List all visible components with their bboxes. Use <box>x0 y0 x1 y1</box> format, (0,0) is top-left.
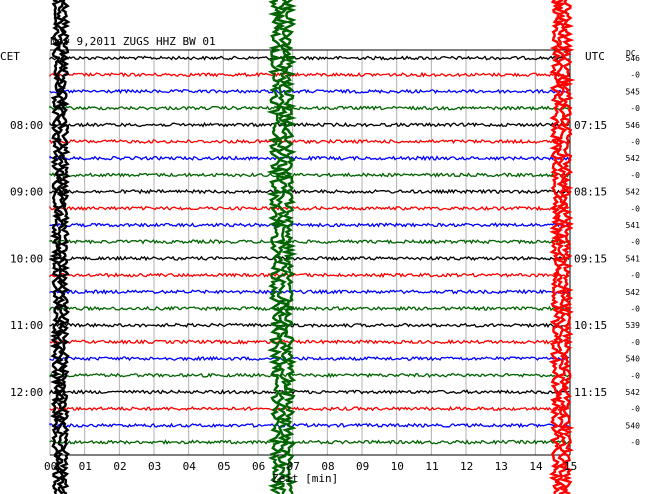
dc-value: 542 <box>626 154 641 163</box>
x-axis-label: Zeit [min] <box>272 472 338 485</box>
right-time-label: 09:15 <box>574 252 607 265</box>
x-tick-label: 09 <box>356 460 369 473</box>
left-time-label: 10:00 <box>10 252 43 265</box>
x-tick-label: 15 <box>564 460 577 473</box>
left-time-label: 12:00 <box>10 386 43 399</box>
dc-value: 542 <box>626 288 641 297</box>
x-tick-label: 14 <box>529 460 543 473</box>
event-burst <box>266 0 298 494</box>
seismic-trace <box>49 188 569 195</box>
right-time-label: 08:15 <box>574 186 607 199</box>
grid <box>49 49 571 456</box>
x-tick-label: 13 <box>495 460 508 473</box>
dc-value: -0 <box>630 371 640 380</box>
x-tick-label: 00 <box>44 460 57 473</box>
dc-value: -0 <box>630 104 640 113</box>
traces <box>49 55 570 445</box>
event-bursts <box>49 0 576 494</box>
seismic-trace <box>49 272 570 279</box>
seismic-trace <box>49 439 570 445</box>
dc-value: -0 <box>630 338 640 347</box>
seismic-trace <box>49 322 569 329</box>
event-burst <box>49 0 71 494</box>
seismic-trace <box>49 121 570 128</box>
dc-value: 540 <box>626 421 641 430</box>
x-tick-label: 12 <box>460 460 473 473</box>
right-timezone: UTC <box>585 50 605 63</box>
seismic-trace <box>49 71 570 78</box>
seismic-trace <box>49 372 570 379</box>
labels: Nov 9,2011 ZUGS HHZ BW 01 CET UTC DC Zei… <box>0 35 640 485</box>
right-time-label: 10:15 <box>574 319 607 332</box>
dc-value: 541 <box>626 254 641 263</box>
dc-label: DC <box>626 49 636 58</box>
right-time-label: 11:15 <box>574 386 607 399</box>
seismic-trace <box>49 222 570 228</box>
dc-value: 546 <box>626 121 641 130</box>
x-tick-label: 10 <box>391 460 404 473</box>
dc-value: -0 <box>630 271 640 280</box>
seismic-trace <box>49 238 570 245</box>
x-tick-label: 06 <box>252 460 265 473</box>
seismic-trace <box>49 155 570 162</box>
left-time-label: 11:00 <box>10 319 43 332</box>
dc-value: -0 <box>630 71 640 80</box>
x-tick-label: 07 <box>287 460 300 473</box>
seismic-trace <box>49 172 570 178</box>
seismic-trace <box>49 338 570 345</box>
dc-value: 541 <box>626 221 641 230</box>
event-burst <box>548 0 576 494</box>
x-tick-label: 03 <box>148 460 161 473</box>
dc-value: -0 <box>630 438 640 447</box>
dc-value: -0 <box>630 171 640 180</box>
dc-value: -0 <box>630 204 640 213</box>
dc-value: -0 <box>630 305 640 314</box>
x-tick-label: 08 <box>321 460 334 473</box>
dc-value: -0 <box>630 238 640 247</box>
seismic-trace <box>49 305 570 312</box>
dc-value: -0 <box>630 405 640 414</box>
x-tick-label: 11 <box>425 460 438 473</box>
left-timezone: CET <box>0 50 20 63</box>
seismic-trace <box>49 288 570 295</box>
dc-value: -0 <box>630 138 640 147</box>
dc-value: 540 <box>626 355 641 364</box>
seismic-trace <box>49 255 570 262</box>
seismic-trace <box>49 205 570 212</box>
seismic-trace <box>49 138 570 145</box>
seismic-trace <box>49 405 570 412</box>
seismic-trace <box>49 389 570 396</box>
seismic-trace <box>49 105 570 112</box>
dc-value: 542 <box>626 188 641 197</box>
dc-value: 545 <box>626 87 641 96</box>
seismic-trace <box>49 422 570 429</box>
right-time-label: 07:15 <box>574 119 607 132</box>
seismic-trace <box>49 88 570 95</box>
dc-value: 546 <box>626 54 641 63</box>
x-tick-label: 02 <box>113 460 126 473</box>
dc-value: 542 <box>626 388 641 397</box>
left-time-label: 08:00 <box>10 119 43 132</box>
seismic-trace <box>49 55 570 61</box>
dc-value: 539 <box>626 321 641 330</box>
x-tick-label: 04 <box>183 460 197 473</box>
seismic-trace <box>49 355 570 362</box>
left-time-label: 09:00 <box>10 186 43 199</box>
x-tick-label: 05 <box>217 460 230 473</box>
chart-title: Nov 9,2011 ZUGS HHZ BW 01 <box>50 35 216 48</box>
x-tick-label: 01 <box>79 460 92 473</box>
